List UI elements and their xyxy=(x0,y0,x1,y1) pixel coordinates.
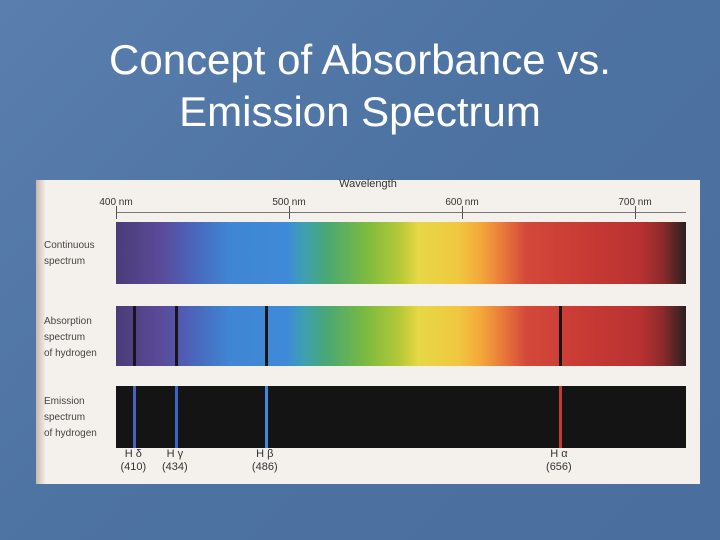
absorption-spectrum-strip xyxy=(116,306,686,366)
hydrogen-line-name: H β xyxy=(256,448,274,460)
emission-label-line-2: spectrum xyxy=(44,412,86,423)
hydrogen-line-name: H α xyxy=(550,448,568,460)
slide-title: Concept of Absorbance vs. Emission Spect… xyxy=(0,34,720,138)
emission-line xyxy=(133,386,137,448)
wavelength-tick xyxy=(462,206,463,219)
wavelength-tick-label: 700 nm xyxy=(618,197,652,208)
figure-edge xyxy=(36,180,46,484)
absorption-line xyxy=(133,306,137,366)
hydrogen-line-wavelength: (434) xyxy=(161,461,188,473)
emission-label-line-3: of hydrogen xyxy=(44,428,97,439)
hydrogen-line-label: H δ (410) xyxy=(120,448,146,474)
continuous-row-label: Continuous spectrum xyxy=(44,238,114,270)
absorption-label-line-1: Absorption xyxy=(44,316,92,327)
wavelength-tick xyxy=(116,206,117,219)
wavelength-axis-title: Wavelength xyxy=(339,178,397,190)
emission-line xyxy=(558,386,562,448)
wavelength-tick xyxy=(635,206,636,219)
title-line-2: Emission Spectrum xyxy=(179,88,541,135)
hydrogen-line-wavelength: (656) xyxy=(546,461,572,473)
emission-line xyxy=(264,386,268,448)
continuous-label-line-1: Continuous xyxy=(44,240,95,251)
absorption-line xyxy=(558,306,562,366)
continuous-label-line-2: spectrum xyxy=(44,256,86,267)
wavelength-tick-label: 600 nm xyxy=(445,197,479,208)
emission-line xyxy=(174,386,178,448)
absorption-label-line-3: of hydrogen xyxy=(44,348,97,359)
emission-row-label: Emission spectrum of hydrogen xyxy=(44,394,114,442)
hydrogen-line-wavelength: (410) xyxy=(120,461,147,473)
emission-spectrum-strip xyxy=(116,386,686,448)
wavelength-axis-line xyxy=(116,212,686,213)
absorption-line xyxy=(264,306,268,366)
continuous-spectrum-strip xyxy=(116,222,686,284)
hydrogen-line-label: H α (656) xyxy=(546,448,572,474)
wavelength-tick-label: 500 nm xyxy=(272,197,306,208)
emission-label-line-1: Emission xyxy=(44,396,85,407)
hydrogen-line-label: H β (486) xyxy=(252,448,278,474)
absorption-line xyxy=(174,306,178,366)
hydrogen-line-label: H γ (434) xyxy=(162,448,188,474)
wavelength-tick xyxy=(289,206,290,219)
hydrogen-line-name: H γ xyxy=(166,448,184,460)
wavelength-tick-label: 400 nm xyxy=(99,197,133,208)
hydrogen-line-name: H δ xyxy=(124,448,142,460)
absorption-row-label: Absorption spectrum of hydrogen xyxy=(44,314,114,362)
hydrogen-line-wavelength: (486) xyxy=(251,461,278,473)
spectrum-figure: Wavelength 400 nm 500 nm 600 nm 700 nm Cont… xyxy=(36,178,700,484)
title-line-1: Concept of Absorbance vs. xyxy=(109,36,611,83)
absorption-label-line-2: spectrum xyxy=(44,332,86,343)
